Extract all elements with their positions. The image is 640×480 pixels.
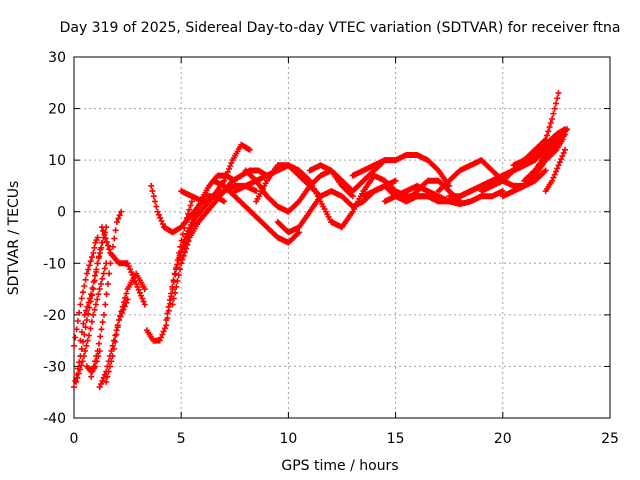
x-axis: 0 5 10 15 20 25 — [70, 57, 619, 447]
plot-frame — [73, 56, 611, 419]
series-markers — [98, 224, 148, 308]
series-trace-16 — [210, 177, 303, 246]
series-markers — [253, 162, 324, 205]
series-markers — [306, 157, 388, 195]
series-trace-3 — [73, 260, 110, 385]
x-tick-label: 10 — [279, 431, 297, 447]
series-trace-8 — [103, 270, 148, 385]
series-trace-19 — [253, 162, 324, 205]
series-trace-6 — [83, 348, 103, 375]
y-tick-label: 30 — [48, 50, 66, 66]
y-tick-label: -40 — [43, 411, 66, 427]
x-tick-label: 25 — [601, 431, 619, 447]
x-tick-label: 15 — [387, 431, 405, 447]
series-markers — [510, 126, 568, 169]
series-trace-33 — [510, 126, 568, 169]
y-tick-label: 20 — [48, 102, 66, 118]
y-tick-label: 0 — [57, 205, 66, 221]
y-tick-label: -10 — [43, 256, 66, 272]
y-axis-label: SDTVAR / TECUs — [6, 181, 22, 296]
series-markers — [103, 270, 148, 385]
series-markers — [71, 234, 101, 349]
chart-title: Day 319 of 2025, Sidereal Day-to-day VTE… — [60, 20, 621, 36]
series-trace-30 — [499, 136, 566, 200]
x-tick-label: 0 — [70, 431, 79, 447]
x-tick-label: 5 — [177, 431, 186, 447]
series-markers — [83, 348, 103, 375]
y-tick-label: -30 — [43, 359, 66, 375]
y-axis: -40 -30 -20 -10 0 10 20 30 — [43, 50, 610, 427]
data-series — [71, 90, 571, 391]
series-markers — [521, 131, 568, 184]
series-trace-9 — [98, 224, 148, 308]
series-markers — [349, 152, 453, 189]
y-tick-label: -20 — [43, 308, 66, 324]
series-markers — [210, 177, 303, 246]
series-trace-32 — [542, 146, 568, 195]
grid-lines — [74, 57, 610, 418]
series-markers — [499, 136, 566, 200]
x-axis-label: GPS time / hours — [281, 458, 398, 474]
y-tick-label: 10 — [48, 153, 66, 169]
series-trace-21 — [306, 157, 388, 195]
series-markers — [542, 146, 568, 195]
series-trace-23 — [349, 152, 453, 189]
x-tick-label: 20 — [494, 431, 512, 447]
series-trace-31 — [521, 131, 568, 184]
series-trace-1 — [71, 234, 101, 349]
series-markers — [73, 260, 110, 385]
